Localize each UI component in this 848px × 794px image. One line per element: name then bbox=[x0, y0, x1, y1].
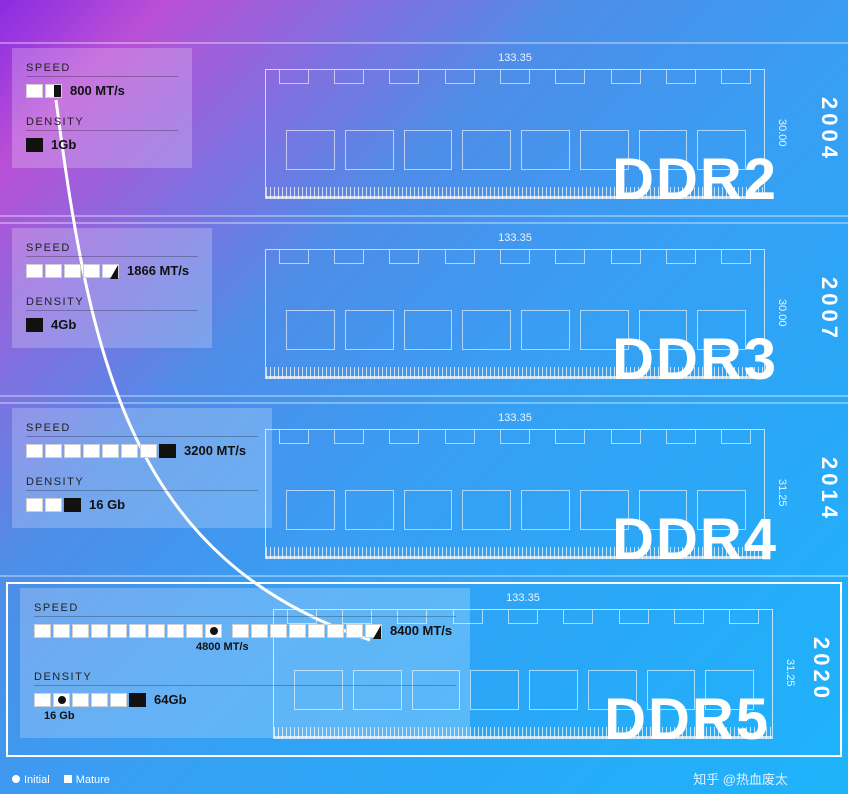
generation-row-ddr2: 2004DDR2133.3530.00SPEED800 MT/sDENSITY1… bbox=[0, 42, 848, 217]
memory-module-schematic: 133.3531.25 bbox=[265, 429, 765, 559]
speed-boxes: 1866 MT/s bbox=[26, 263, 198, 278]
spec-panel: SPEED 8400 MT/s4800 MT/s DENSITY 64Gb16 Gb bbox=[20, 588, 470, 738]
memory-module-schematic: 133.3530.00 bbox=[265, 249, 765, 379]
legend: Initial Mature bbox=[12, 774, 110, 786]
density-label: DENSITY bbox=[26, 296, 198, 311]
spec-panel: SPEED 800 MT/s DENSITY 1Gb bbox=[12, 48, 192, 168]
speed-boxes: 8400 MT/s4800 MT/s bbox=[34, 623, 456, 653]
density-boxes: 1Gb bbox=[26, 137, 178, 152]
density-boxes: 64Gb16 Gb bbox=[34, 692, 456, 722]
speed-label: SPEED bbox=[26, 422, 258, 437]
density-label: DENSITY bbox=[34, 671, 456, 686]
density-boxes: 4Gb bbox=[26, 317, 198, 332]
generation-row-ddr3: 2007DDR3133.3530.00SPEED1866 MT/sDENSITY… bbox=[0, 222, 848, 397]
spec-panel: SPEED 1866 MT/s DENSITY 4Gb bbox=[12, 228, 212, 348]
density-label: DENSITY bbox=[26, 476, 258, 491]
legend-initial: Initial bbox=[12, 774, 50, 786]
year-label: 2004 bbox=[810, 44, 848, 215]
speed-boxes: 800 MT/s bbox=[26, 83, 178, 98]
watermark: 知乎 @热血废太 bbox=[693, 769, 788, 788]
year-label: 2007 bbox=[810, 224, 848, 395]
year-label: 2014 bbox=[810, 404, 848, 575]
generation-row-ddr4: 2014DDR4133.3531.25SPEED3200 MT/sDENSITY… bbox=[0, 402, 848, 577]
density-label: DENSITY bbox=[26, 116, 178, 131]
generation-row-ddr5: 2020DDR5133.3531.25SPEED8400 MT/s4800 MT… bbox=[6, 582, 842, 757]
speed-boxes: 3200 MT/s bbox=[26, 443, 258, 458]
speed-label: SPEED bbox=[26, 62, 178, 77]
density-boxes: 16 Gb bbox=[26, 497, 258, 512]
infographic-stage: Initial Mature 知乎 @热血废太 2004DDR2133.3530… bbox=[0, 0, 848, 794]
speed-label: SPEED bbox=[34, 602, 456, 617]
speed-label: SPEED bbox=[26, 242, 198, 257]
year-label: 2020 bbox=[802, 584, 840, 755]
memory-module-schematic: 133.3530.00 bbox=[265, 69, 765, 199]
spec-panel: SPEED 3200 MT/s DENSITY 16 Gb bbox=[12, 408, 272, 528]
legend-mature: Mature bbox=[64, 774, 110, 786]
